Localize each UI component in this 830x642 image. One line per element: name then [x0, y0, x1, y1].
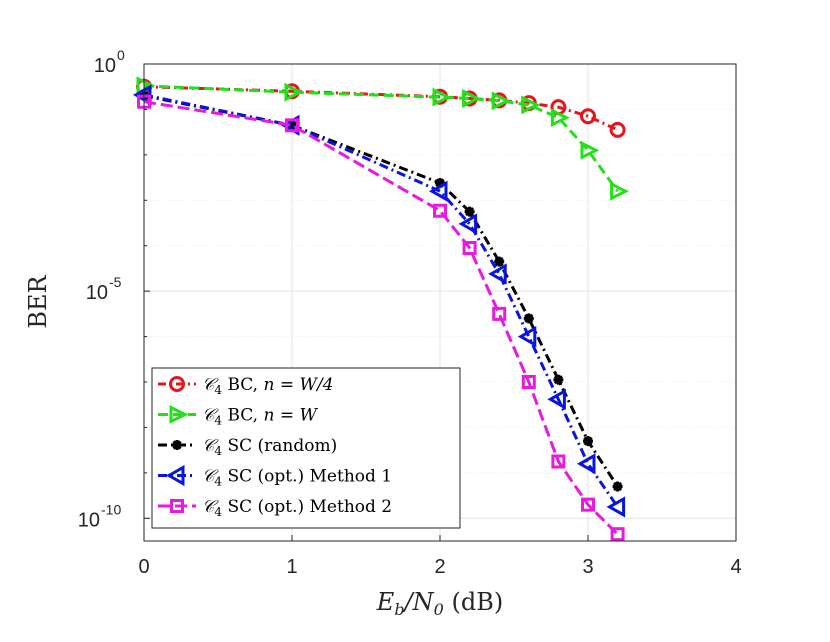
data-point [612, 481, 623, 492]
series-line [143, 100, 619, 536]
y-tick-exponent: 0 [117, 47, 125, 63]
y-tick-label: 10 -10 [78, 501, 122, 531]
data-point [550, 108, 570, 128]
data-point [583, 436, 593, 447]
data-point [285, 118, 299, 133]
series-2 [136, 76, 629, 201]
data-point [462, 240, 477, 255]
x-tick-label: 3 [582, 556, 593, 578]
data-point [462, 89, 481, 108]
legend-item-4: 𝒞4 SC (opt.) Method 1 [158, 464, 392, 489]
x-tick-label: 1 [286, 556, 297, 578]
series-line [143, 84, 619, 193]
data-point [458, 213, 478, 235]
data-point [488, 263, 507, 285]
data-point [494, 256, 505, 267]
data-point [606, 496, 626, 518]
y-tick-exponent: -10 [101, 501, 121, 517]
legend-box [151, 367, 461, 529]
data-point [521, 95, 541, 115]
data-point [609, 121, 626, 138]
x-tick-label: 0 [138, 556, 149, 578]
data-point [576, 453, 596, 475]
data-point [551, 454, 566, 469]
y-axis-label: BER [24, 274, 52, 328]
data-point [521, 375, 536, 389]
data-point [610, 527, 625, 542]
y-tick-label: 10 -5 [86, 274, 122, 304]
data-point [580, 108, 596, 125]
legend-marker [172, 440, 182, 450]
x-axis-label: Eb/N0 (dB) [376, 588, 503, 619]
series-5 [137, 94, 625, 542]
legend-marker [169, 405, 189, 424]
data-point [284, 82, 304, 102]
data-point [581, 497, 595, 512]
data-point [492, 306, 507, 321]
legend-label: 𝒞4 BC, n = W [202, 406, 318, 428]
data-point [580, 140, 600, 160]
y-tick-label: 10 0 [94, 47, 125, 77]
legend-marker [165, 464, 185, 487]
data-point [428, 180, 448, 202]
y-tick-base: 10 [86, 282, 108, 304]
x-tick-label: 2 [434, 556, 445, 578]
legend-label: 𝒞4 SC (random) [202, 436, 337, 458]
legend-marker [169, 376, 185, 392]
y-tick-exponent: -5 [109, 274, 122, 290]
legend: 𝒞4 BC, n = W/4 𝒞4 BC, n = W 𝒞4 SC (random)… [151, 367, 461, 529]
data-point [517, 325, 537, 348]
data-point [523, 313, 534, 324]
legend-label: 𝒞4 SC (opt.) Method 2 [202, 497, 392, 519]
legend-item-5: 𝒞4 SC (opt.) Method 2 [158, 497, 392, 519]
data-point [464, 206, 475, 217]
legend-item-3: 𝒞4 SC (random) [158, 436, 337, 458]
legend-label: 𝒞4 SC (opt.) Method 1 [202, 467, 392, 489]
y-tick-base: 10 [94, 55, 116, 77]
data-point [432, 87, 452, 107]
series-line [143, 85, 619, 132]
y-tick-base: 10 [78, 509, 100, 531]
data-point [491, 91, 511, 111]
legend-marker [170, 499, 184, 513]
series-line [143, 94, 619, 488]
data-point [433, 203, 447, 218]
data-point [547, 388, 566, 410]
x-tick-label: 4 [730, 556, 741, 578]
legend-label: 𝒞4 BC, n = W/4 [202, 375, 334, 397]
data-point [553, 374, 564, 385]
legend-item-2: 𝒞4 BC, n = W [158, 405, 318, 428]
data-point [610, 181, 629, 201]
